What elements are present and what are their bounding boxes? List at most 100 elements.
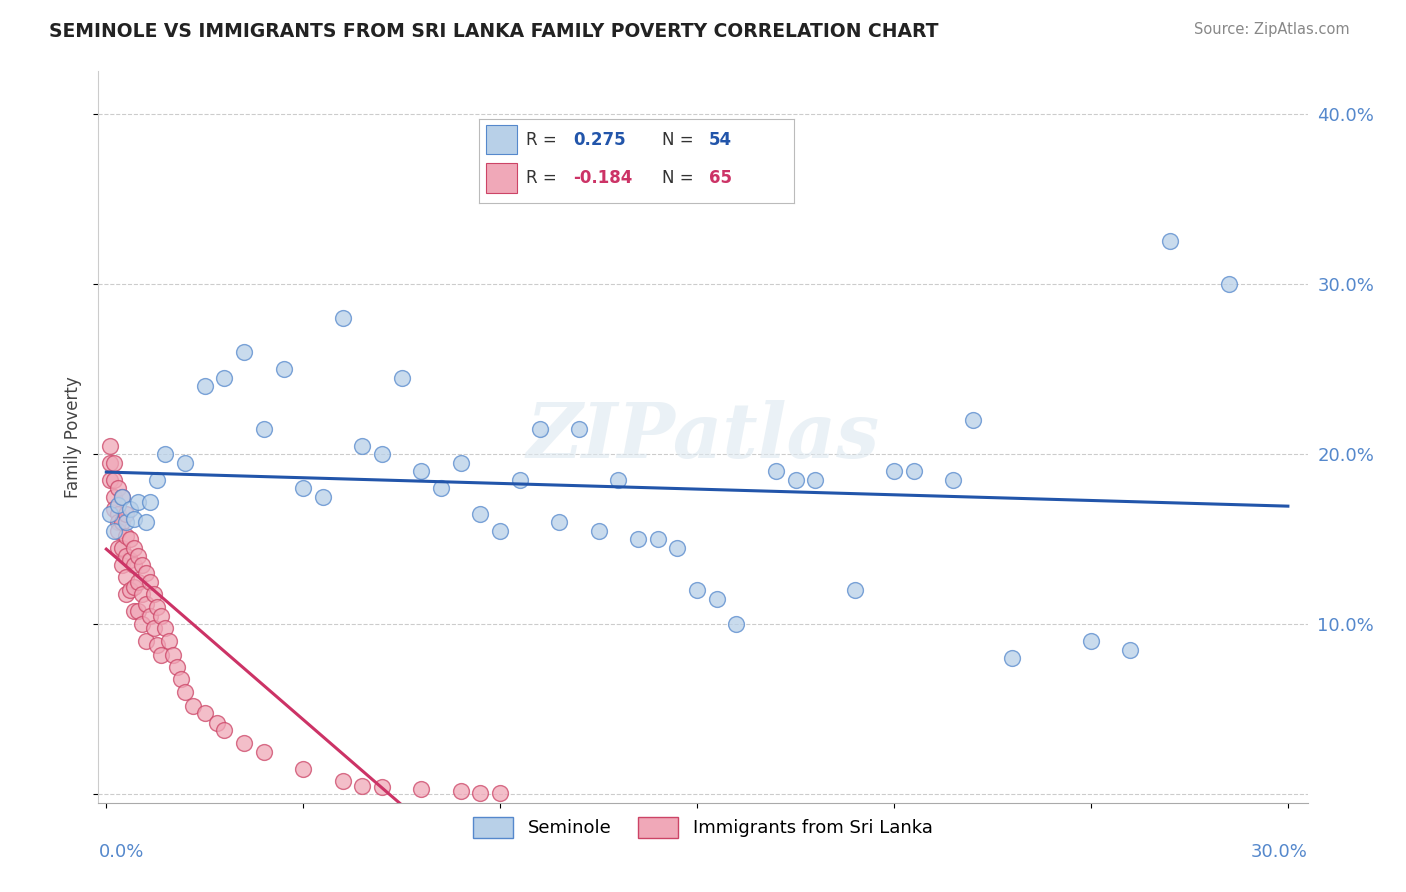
Text: 0.0%: 0.0% <box>98 843 143 861</box>
Point <box>122 541 145 555</box>
Point <box>568 421 591 435</box>
Point <box>607 473 630 487</box>
Point <box>135 634 157 648</box>
Point <box>115 549 138 563</box>
Legend: Seminole, Immigrants from Sri Lanka: Seminole, Immigrants from Sri Lanka <box>467 810 939 845</box>
Point <box>1119 642 1142 657</box>
Point <box>205 715 228 730</box>
Point <box>214 370 236 384</box>
Point <box>233 345 256 359</box>
Point <box>142 621 165 635</box>
Point <box>111 558 134 572</box>
Point <box>103 490 125 504</box>
Point <box>146 638 169 652</box>
Point <box>98 507 121 521</box>
Point <box>174 685 197 699</box>
Point <box>98 473 121 487</box>
Point <box>174 456 197 470</box>
Point <box>150 608 173 623</box>
Point <box>253 421 276 435</box>
Point <box>115 529 138 543</box>
Point <box>111 490 134 504</box>
Point <box>411 782 433 797</box>
Point <box>107 481 129 495</box>
Point <box>107 524 129 538</box>
Point <box>142 586 165 600</box>
Point <box>146 473 169 487</box>
Point <box>194 706 217 720</box>
Point <box>725 617 748 632</box>
Point <box>1159 235 1181 249</box>
Point <box>166 659 188 673</box>
Point <box>138 494 160 508</box>
Point <box>292 762 315 776</box>
Point <box>804 473 827 487</box>
Point <box>107 498 129 512</box>
Point <box>150 648 173 662</box>
Point <box>332 773 354 788</box>
Point <box>1080 634 1102 648</box>
Point <box>122 604 145 618</box>
Point <box>627 532 650 546</box>
Text: Source: ZipAtlas.com: Source: ZipAtlas.com <box>1194 22 1350 37</box>
Point <box>883 464 905 478</box>
Point <box>118 552 141 566</box>
Point <box>686 583 709 598</box>
Point <box>844 583 866 598</box>
Point <box>529 421 551 435</box>
Point <box>146 600 169 615</box>
Y-axis label: Family Poverty: Family Poverty <box>65 376 83 498</box>
Point <box>155 621 177 635</box>
Point <box>352 439 374 453</box>
Point <box>157 634 180 648</box>
Point <box>131 586 153 600</box>
Point <box>430 481 453 495</box>
Point <box>118 583 141 598</box>
Point <box>706 591 728 606</box>
Point <box>138 574 160 589</box>
Point <box>332 311 354 326</box>
Point <box>450 456 472 470</box>
Point <box>647 532 669 546</box>
Point <box>253 745 276 759</box>
Point <box>1001 651 1024 665</box>
Point <box>135 597 157 611</box>
Point <box>470 786 492 800</box>
Point <box>962 413 984 427</box>
Point <box>111 515 134 529</box>
Point <box>135 515 157 529</box>
Point <box>98 439 121 453</box>
Point <box>131 617 153 632</box>
Point <box>103 501 125 516</box>
Point <box>107 507 129 521</box>
Point <box>135 566 157 581</box>
Point <box>111 490 134 504</box>
Point <box>115 569 138 583</box>
Point <box>170 672 193 686</box>
Point <box>181 698 204 713</box>
Point <box>470 507 492 521</box>
Point <box>371 447 394 461</box>
Point <box>122 558 145 572</box>
Point <box>588 524 610 538</box>
Point <box>103 473 125 487</box>
Point <box>214 723 236 737</box>
Point <box>312 490 335 504</box>
Point <box>785 473 807 487</box>
Point <box>115 586 138 600</box>
Point <box>391 370 413 384</box>
Point <box>233 736 256 750</box>
Point <box>450 784 472 798</box>
Point <box>155 447 177 461</box>
Point <box>127 549 149 563</box>
Point <box>111 541 134 555</box>
Point <box>127 604 149 618</box>
Point <box>292 481 315 495</box>
Point <box>194 379 217 393</box>
Point <box>107 515 129 529</box>
Point <box>127 494 149 508</box>
Point <box>352 779 374 793</box>
Point <box>103 524 125 538</box>
Point <box>103 456 125 470</box>
Text: 30.0%: 30.0% <box>1251 843 1308 861</box>
